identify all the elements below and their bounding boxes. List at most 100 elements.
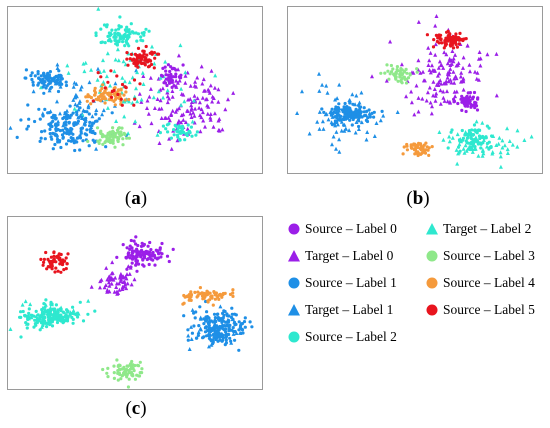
- point-target-label1: [350, 92, 355, 97]
- point-source-label3: [98, 138, 102, 142]
- point-source-label4: [119, 88, 123, 92]
- point-source-label5: [64, 256, 68, 260]
- point-target-label0: [450, 49, 455, 53]
- point-source-label1: [216, 330, 220, 334]
- point-source-label5: [446, 35, 450, 39]
- point-source-label1: [182, 314, 186, 318]
- point-source-label0: [159, 255, 163, 259]
- point-source-label5: [50, 267, 54, 271]
- point-source-label3: [117, 363, 121, 367]
- point-target-label0: [209, 68, 214, 73]
- point-source-label3: [109, 138, 114, 142]
- legend-marker: [288, 277, 300, 289]
- point-source-label1: [231, 326, 235, 330]
- point-source-label5: [152, 51, 156, 55]
- point-target-label0: [432, 68, 437, 73]
- point-target-label0: [428, 50, 433, 55]
- point-target-label0: [212, 85, 217, 90]
- point-source-label3: [385, 63, 389, 67]
- point-source-label1: [47, 122, 51, 126]
- point-target-label0: [494, 51, 499, 56]
- point-source-label0: [146, 250, 150, 254]
- legend-marker-triangle: [288, 304, 300, 316]
- point-source-label0: [164, 69, 168, 73]
- point-target-label0: [448, 66, 453, 71]
- point-source-label4: [201, 297, 205, 301]
- point-source-label5: [450, 35, 454, 40]
- point-source-label1: [205, 310, 209, 314]
- point-source-label4: [427, 153, 431, 157]
- point-source-label0: [145, 257, 149, 262]
- point-target-label2: [455, 132, 460, 137]
- point-source-label4: [112, 92, 116, 96]
- point-target-label1: [87, 80, 92, 85]
- point-source-label1: [37, 76, 41, 80]
- point-source-label3: [106, 375, 110, 379]
- point-source-label1: [39, 80, 43, 84]
- point-target-label2: [43, 302, 48, 307]
- point-source-label1: [24, 68, 28, 72]
- point-source-label4: [402, 145, 406, 149]
- point-source-label5: [124, 86, 128, 90]
- point-source-label1: [41, 85, 45, 89]
- point-target-label2: [161, 95, 166, 100]
- point-source-label4: [209, 295, 213, 299]
- point-target-label1: [218, 304, 223, 309]
- point-source-label1: [78, 134, 82, 138]
- point-source-label3: [415, 70, 419, 74]
- point-source-label4: [218, 293, 223, 297]
- point-source-label4: [85, 99, 89, 103]
- point-target-label2: [127, 99, 131, 104]
- point-source-label1: [43, 74, 47, 78]
- point-source-label0: [164, 73, 168, 77]
- point-source-label0: [137, 262, 141, 266]
- point-target-label1: [96, 66, 100, 71]
- point-source-label4: [231, 288, 235, 292]
- point-source-label5: [42, 257, 47, 261]
- point-source-label1: [224, 320, 228, 324]
- point-target-label2: [65, 63, 70, 68]
- point-target-label1: [325, 90, 330, 95]
- point-target-label2: [132, 94, 137, 99]
- point-source-label4: [102, 97, 107, 101]
- point-target-label0: [437, 59, 442, 64]
- point-source-label0: [146, 244, 150, 248]
- point-source-label2: [178, 138, 182, 142]
- point-target-label0: [197, 100, 202, 105]
- point-target-label2: [105, 105, 110, 110]
- point-target-label2: [463, 143, 468, 148]
- point-source-label3: [105, 371, 109, 375]
- point-source-label1: [63, 111, 67, 115]
- point-source-label2: [64, 318, 68, 323]
- point-target-label0: [199, 64, 204, 69]
- point-source-label4: [103, 89, 107, 93]
- point-source-label1: [88, 128, 92, 132]
- point-target-label0: [416, 19, 421, 24]
- point-source-label5: [145, 59, 149, 63]
- point-source-label1: [48, 80, 52, 84]
- point-target-label1: [372, 134, 377, 138]
- point-source-label2: [123, 28, 127, 32]
- point-target-label2: [179, 86, 184, 91]
- point-source-label3: [112, 376, 116, 380]
- point-target-label0: [453, 52, 458, 57]
- point-source-label1: [69, 131, 73, 135]
- point-source-label1: [357, 124, 361, 129]
- point-target-label0: [216, 87, 221, 92]
- point-source-label1: [94, 112, 98, 116]
- point-source-label2: [172, 133, 176, 137]
- point-source-label1: [53, 114, 57, 118]
- point-source-label1: [218, 338, 222, 342]
- point-source-label2: [115, 41, 119, 45]
- point-target-label1: [317, 71, 321, 76]
- point-source-label1: [104, 145, 108, 149]
- point-source-label1: [68, 104, 72, 108]
- point-target-label1: [207, 344, 211, 349]
- point-source-label2: [25, 314, 29, 318]
- point-target-label0: [121, 274, 126, 279]
- point-source-label0: [151, 258, 155, 262]
- point-target-label1: [190, 307, 195, 312]
- point-target-label0: [199, 107, 204, 112]
- point-target-label0: [183, 73, 188, 78]
- point-source-label1: [241, 331, 245, 335]
